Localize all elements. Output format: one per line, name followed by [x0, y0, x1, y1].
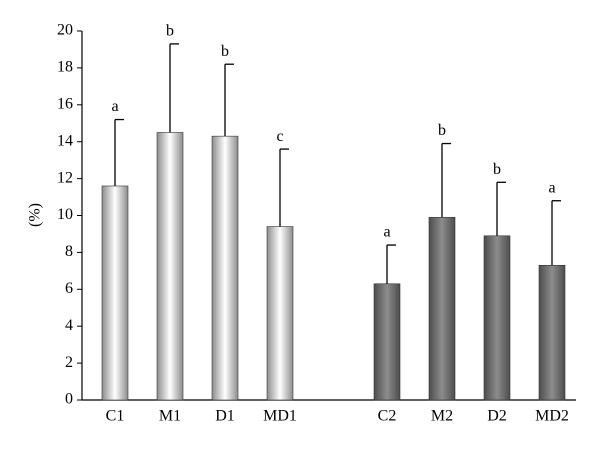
annotation: b [221, 43, 229, 60]
y-tick-label: 4 [65, 317, 73, 334]
y-tick-label: 14 [57, 132, 73, 149]
y-tick-label: 10 [57, 206, 73, 223]
bar [211, 135, 239, 401]
annotation: b [166, 23, 174, 40]
x-tick-label: M1 [159, 408, 181, 425]
bar [373, 283, 401, 401]
x-tick-label: MD2 [535, 408, 569, 425]
y-tick-label: 0 [65, 391, 73, 408]
annotation: a [548, 179, 555, 196]
bar [266, 226, 294, 401]
y-tick-label: 2 [65, 354, 73, 371]
y-tick-label: 18 [57, 59, 73, 76]
annotation: a [111, 98, 118, 115]
x-tick-label: D1 [215, 408, 235, 425]
bar [156, 132, 184, 401]
x-tick-label: MD1 [263, 408, 297, 425]
annotation: a [383, 224, 390, 241]
x-tick-label: C1 [106, 408, 125, 425]
bar [538, 265, 566, 401]
annotation: c [276, 128, 283, 145]
y-tick-label: 12 [57, 169, 73, 186]
y-tick-label: 8 [65, 243, 73, 260]
bar [483, 235, 511, 401]
bar [101, 185, 129, 401]
y-tick-label: 16 [57, 95, 73, 112]
annotation: b [493, 161, 501, 178]
annotation: b [438, 122, 446, 139]
y-axis-label: (%) [27, 203, 44, 227]
y-tick-label: 20 [57, 22, 73, 39]
x-tick-label: D2 [487, 408, 507, 425]
y-tick-label: 6 [65, 280, 73, 297]
x-tick-label: C2 [378, 408, 397, 425]
x-tick-label: M2 [431, 408, 453, 425]
bar [428, 217, 456, 401]
